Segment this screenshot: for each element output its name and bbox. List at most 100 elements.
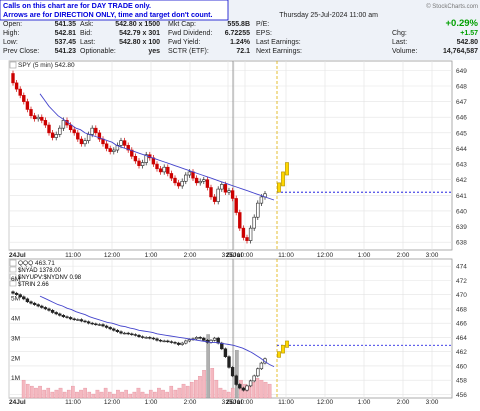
quote-cell: 542.79 x 301 [119,30,160,37]
volume-bar [165,391,169,399]
y-tick-label: 640 [456,208,467,215]
candle-body [50,132,55,138]
volume-bar [54,389,59,399]
legend-entry: $NYAD 1378.00 [18,268,62,274]
volume-bar [169,385,174,399]
volume-bar [103,387,108,399]
volume-bar [99,391,104,399]
candle-body [68,317,73,320]
candle-body [140,336,145,338]
volume-bar [91,393,96,399]
candle-body [259,196,264,204]
header-date: Thursday 25-Jul-2024 11:00 am [279,12,378,19]
candle-body [79,138,84,145]
y-tick-label: 472 [456,278,467,285]
candle-body [112,149,116,152]
x-tick-label: 11:00 [278,399,294,406]
candle-body [252,216,256,229]
volume-bar [112,393,116,399]
y-tick-label: 648 [456,83,467,90]
candle-body [61,120,66,129]
candle-body [227,356,231,368]
moving-average-line [39,93,275,201]
x-tick-label: 25Jul [226,399,243,406]
x-tick-label: 3:00 [222,399,235,406]
candle-body [245,385,249,391]
pct-change: +0.29% [446,18,479,29]
quote-cell: Fwd Yield: [168,39,200,46]
quote-table: Open: 541.35 Ask: 542.80 x 1500 Mkt Cap: 555.… [3,21,302,55]
candle-body [220,184,224,190]
volume-bar [202,370,206,399]
volume-bar [263,381,268,399]
volume-bar [42,389,46,399]
volume-bar [157,387,161,399]
quote-cell: Bid: [80,30,92,37]
x-tick-label: 3:00 [426,252,439,259]
volume-bar [30,385,34,399]
x-tick-label: 1:00 [358,399,371,406]
banner-line2: Arrows are for DIRECTION ONLY, time and … [3,10,213,19]
target-candle [285,340,289,348]
candle-body [155,163,159,170]
target-candle [281,344,285,354]
candle-body [166,166,170,174]
y-tick-label: 645 [456,130,467,137]
candle-body [137,160,141,166]
volume-axis-label: 4M [11,316,20,323]
candle-body [223,348,228,357]
candle-body [148,337,152,339]
candle-body [245,237,249,241]
candle-body [126,332,130,335]
candle-body [25,298,30,303]
volume-bar [153,391,157,399]
candle-body [22,95,26,102]
y-tick-label: 474 [456,264,467,271]
volume-bar [181,383,186,399]
volume-bar [177,387,182,399]
last-value: 542.80 [457,39,479,46]
volume-bar [132,391,137,399]
candle-body [162,340,166,343]
candle-body [40,116,44,121]
quote-cell: Next Earnings: [256,48,302,55]
candle-body [122,140,127,146]
candle-body [187,171,192,176]
candle-body [97,324,102,326]
volume-bar [259,379,264,399]
candle-body [234,375,238,385]
candle-body [22,296,26,300]
y-tick-label: 649 [456,68,467,75]
candle-body [58,127,62,135]
candle-body [14,292,19,295]
volume-bar [116,389,120,399]
volume-bar [198,376,202,399]
volume-label: Volume: [392,48,417,55]
last-label: Last: [392,39,407,46]
candle-body [205,179,210,188]
candle-body [112,328,116,331]
candle-body [58,313,62,316]
quote-cell: Last Earnings: [256,39,301,46]
quote-cell: SCTR (ETF): [168,48,209,55]
candle-body [101,324,105,327]
target-candle [285,162,289,176]
candle-body [202,337,206,341]
spy-price-panel: 638 639 640 641 642 643 644 645 646 647 648 649 24Ju… [8,60,467,259]
legend-swatch [9,259,17,267]
y-tick-label: 646 [456,115,467,122]
x-tick-label: 24Jul [9,252,26,259]
chg-label: Chg: [392,30,407,37]
candle-body [86,134,91,141]
volume-bar [95,389,100,399]
candle-body [119,140,123,146]
moving-average-line [39,295,275,368]
volume-bar [21,379,26,399]
x-tick-label: 2:00 [184,399,197,406]
candle-body [238,212,242,229]
candle-body [79,319,84,322]
volume-bar [136,387,141,399]
candle-body [216,188,220,202]
candle-body [32,115,37,120]
quote-cell: Ask: [80,21,94,28]
